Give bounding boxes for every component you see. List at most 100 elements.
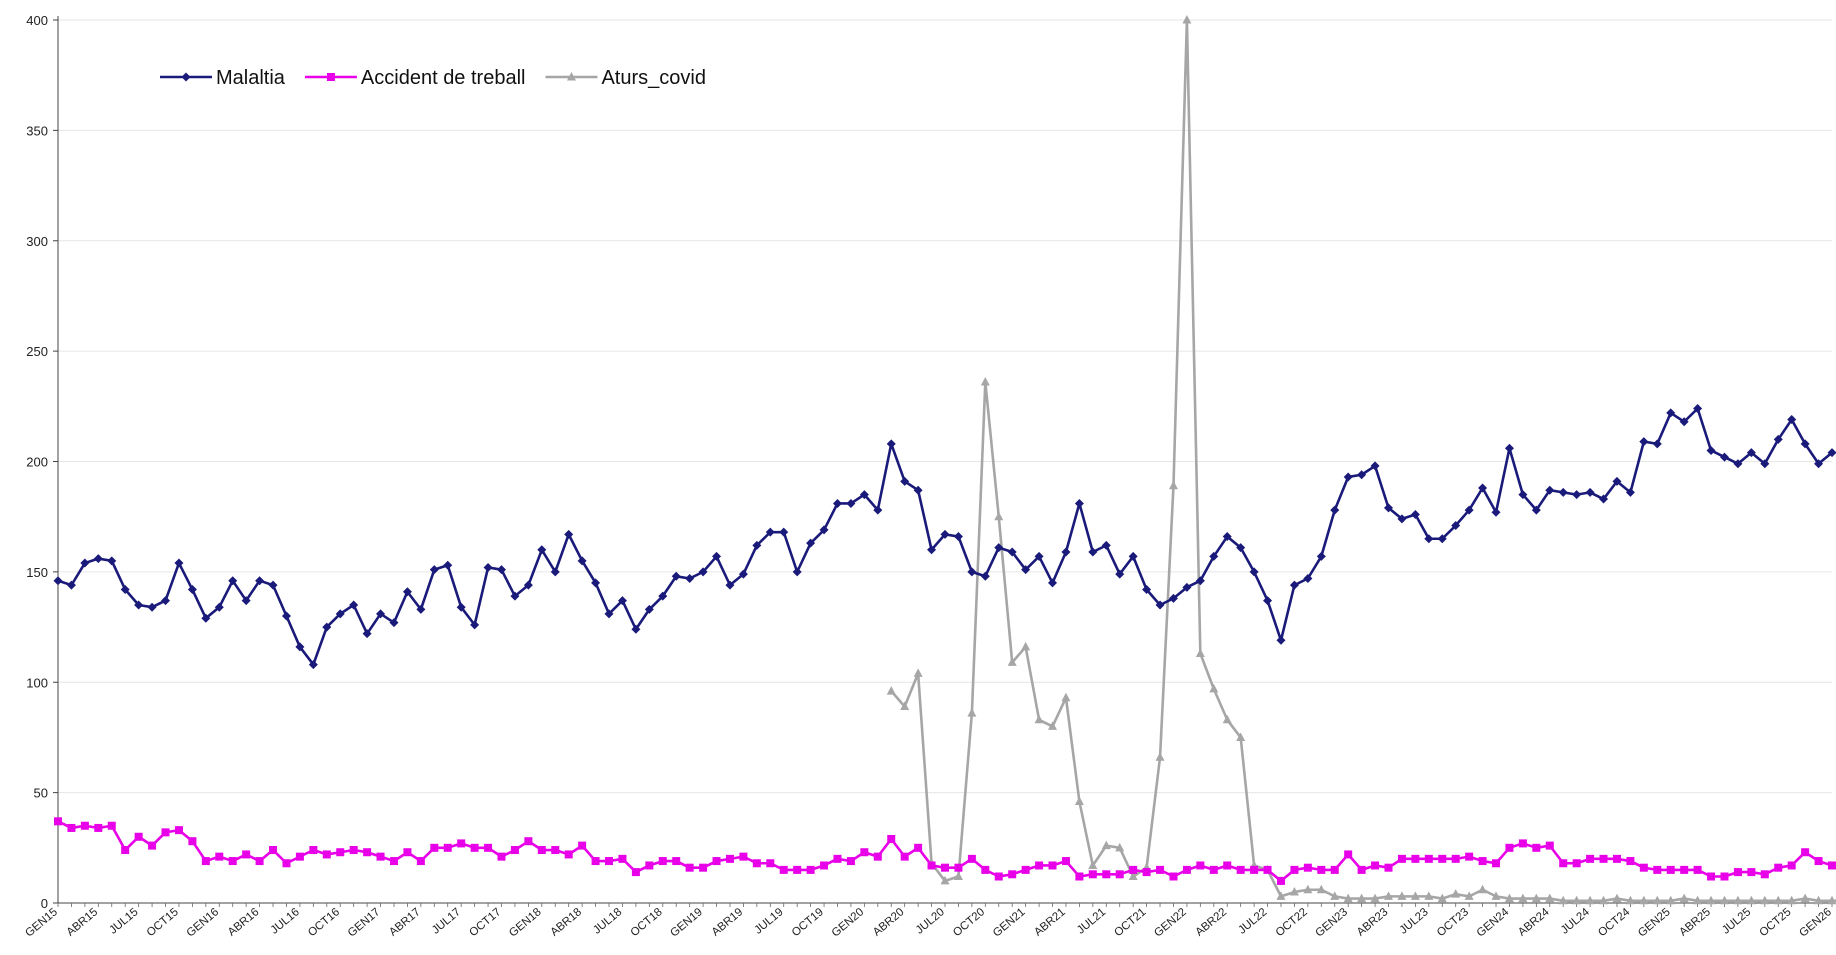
legend-marker bbox=[327, 73, 335, 81]
data-point bbox=[1129, 866, 1137, 874]
data-point bbox=[1008, 870, 1016, 878]
data-point bbox=[753, 859, 761, 867]
x-tick-label: ABR22 bbox=[1194, 906, 1230, 939]
data-point bbox=[967, 708, 976, 717]
y-tick-label: 50 bbox=[34, 786, 48, 801]
data-point bbox=[645, 861, 653, 869]
data-point bbox=[1479, 857, 1487, 865]
data-point bbox=[1223, 715, 1232, 724]
data-point bbox=[1075, 499, 1084, 508]
data-point bbox=[551, 846, 559, 854]
data-point bbox=[793, 567, 802, 576]
data-point bbox=[1828, 861, 1836, 869]
legend-label: Aturs_covid bbox=[601, 67, 706, 89]
x-tick-label: GEN22 bbox=[1152, 906, 1189, 939]
data-point bbox=[565, 850, 573, 858]
data-point bbox=[726, 855, 734, 863]
data-point bbox=[1250, 866, 1258, 874]
x-tick-label: ABR19 bbox=[710, 906, 746, 939]
data-point bbox=[1344, 472, 1353, 481]
data-point bbox=[766, 859, 774, 867]
data-point bbox=[54, 817, 62, 825]
data-point bbox=[887, 686, 896, 695]
y-tick-label: 0 bbox=[41, 896, 48, 911]
data-point bbox=[1815, 857, 1823, 865]
data-point bbox=[1116, 870, 1124, 878]
data-point bbox=[1075, 873, 1083, 881]
data-point bbox=[1707, 873, 1715, 881]
y-tick-label: 150 bbox=[26, 565, 48, 580]
data-point bbox=[471, 844, 479, 852]
data-point bbox=[1398, 855, 1406, 863]
data-point bbox=[135, 833, 143, 841]
data-point bbox=[444, 844, 452, 852]
y-tick-label: 400 bbox=[26, 13, 48, 28]
data-point bbox=[1182, 15, 1191, 24]
data-point bbox=[1707, 446, 1716, 455]
data-point bbox=[1210, 866, 1218, 874]
data-point bbox=[1088, 548, 1097, 557]
data-point bbox=[498, 853, 506, 861]
data-point bbox=[229, 857, 237, 865]
data-point bbox=[1720, 453, 1729, 462]
x-tick-label: JUL21 bbox=[1075, 906, 1108, 937]
series-line bbox=[891, 20, 1836, 901]
x-tick-label: ABR24 bbox=[1516, 906, 1552, 939]
data-point bbox=[1102, 870, 1110, 878]
axes bbox=[58, 16, 1832, 903]
x-tick-label: OCT21 bbox=[1112, 906, 1148, 939]
legend-item: Aturs_covid bbox=[545, 67, 706, 89]
data-point bbox=[820, 861, 828, 869]
x-tick-label: JUL17 bbox=[430, 906, 463, 937]
x-tick-label: GEN16 bbox=[185, 906, 222, 939]
series-malaltia bbox=[54, 404, 1836, 669]
data-point bbox=[1747, 868, 1755, 876]
data-point bbox=[524, 837, 532, 845]
data-point bbox=[1196, 861, 1204, 869]
data-point bbox=[1209, 684, 1218, 693]
x-tick-label: ABR18 bbox=[548, 906, 584, 939]
data-point bbox=[202, 857, 210, 865]
data-point bbox=[779, 528, 788, 537]
x-tick-label: OCT25 bbox=[1757, 906, 1793, 939]
legend-label: Accident de treball bbox=[361, 67, 526, 89]
data-point bbox=[1062, 857, 1070, 865]
data-point bbox=[403, 848, 411, 856]
data-point bbox=[578, 842, 586, 850]
data-point bbox=[296, 853, 304, 861]
x-tick-label: ABR20 bbox=[871, 906, 907, 939]
data-point bbox=[1304, 864, 1312, 872]
data-point bbox=[685, 574, 694, 583]
data-point bbox=[618, 855, 626, 863]
data-point bbox=[1559, 488, 1568, 497]
x-axis-ticks: GEN15 ABR15 JUL15 OCT15 GEN16 ABR16 JUL16 OCT16… bbox=[23, 903, 1834, 940]
x-tick-label: OCT24 bbox=[1596, 906, 1633, 939]
x-tick-label: JUL16 bbox=[269, 906, 302, 937]
data-point bbox=[833, 855, 841, 863]
data-point bbox=[1438, 855, 1446, 863]
data-point bbox=[699, 864, 707, 872]
data-point bbox=[995, 873, 1003, 881]
y-tick-label: 100 bbox=[26, 675, 48, 690]
x-tick-label: JUL18 bbox=[591, 906, 624, 937]
x-tick-label: GEN26 bbox=[1797, 906, 1834, 939]
data-point bbox=[1290, 866, 1298, 874]
data-point bbox=[928, 861, 936, 869]
data-point bbox=[1761, 870, 1769, 878]
data-point bbox=[739, 853, 747, 861]
data-point bbox=[148, 842, 156, 850]
legend-item: Malaltia bbox=[160, 67, 286, 89]
data-point bbox=[443, 561, 452, 570]
data-point bbox=[1694, 866, 1702, 874]
x-tick-label: JUL25 bbox=[1720, 906, 1753, 937]
data-point bbox=[1048, 578, 1057, 587]
data-point bbox=[1788, 861, 1796, 869]
data-point bbox=[282, 859, 290, 867]
data-point bbox=[1478, 885, 1487, 894]
data-point bbox=[282, 612, 291, 621]
data-point bbox=[121, 846, 129, 854]
data-point bbox=[67, 824, 75, 832]
data-point bbox=[1237, 866, 1245, 874]
data-point bbox=[659, 857, 667, 865]
x-tick-label: GEN23 bbox=[1314, 906, 1351, 939]
